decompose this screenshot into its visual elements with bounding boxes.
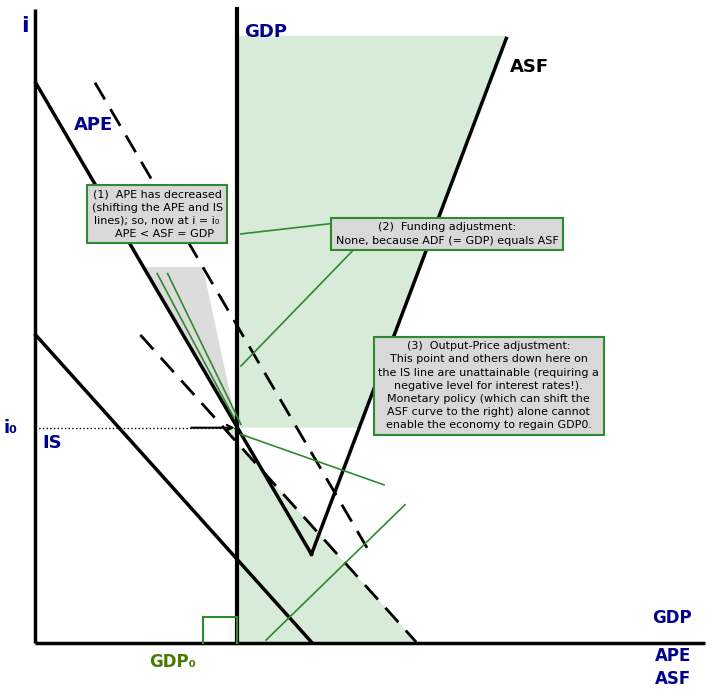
Text: ASF: ASF	[655, 670, 691, 688]
Text: GDP₀: GDP₀	[149, 654, 195, 671]
Text: ASF: ASF	[510, 58, 549, 76]
Polygon shape	[224, 428, 418, 643]
Text: i: i	[21, 16, 29, 36]
Text: (3)  Output-Price adjustment:
This point and others down here on
the IS line are: (3) Output-Price adjustment: This point …	[378, 341, 599, 431]
Polygon shape	[237, 36, 507, 428]
Polygon shape	[144, 267, 237, 428]
Text: APE: APE	[74, 116, 113, 134]
Text: (2)  Funding adjustment:
None, because ADF (= GDP) equals ASF: (2) Funding adjustment: None, because AD…	[335, 222, 558, 245]
Text: IS: IS	[43, 434, 62, 452]
Text: i₀: i₀	[4, 419, 17, 437]
Text: (1)  APE has decreased
(shifting the APE and IS
lines); so, now at i = i₀
    AP: (1) APE has decreased (shifting the APE …	[92, 189, 222, 239]
Text: APE: APE	[655, 647, 691, 665]
Text: GDP: GDP	[245, 22, 287, 41]
Text: GDP: GDP	[651, 609, 691, 627]
